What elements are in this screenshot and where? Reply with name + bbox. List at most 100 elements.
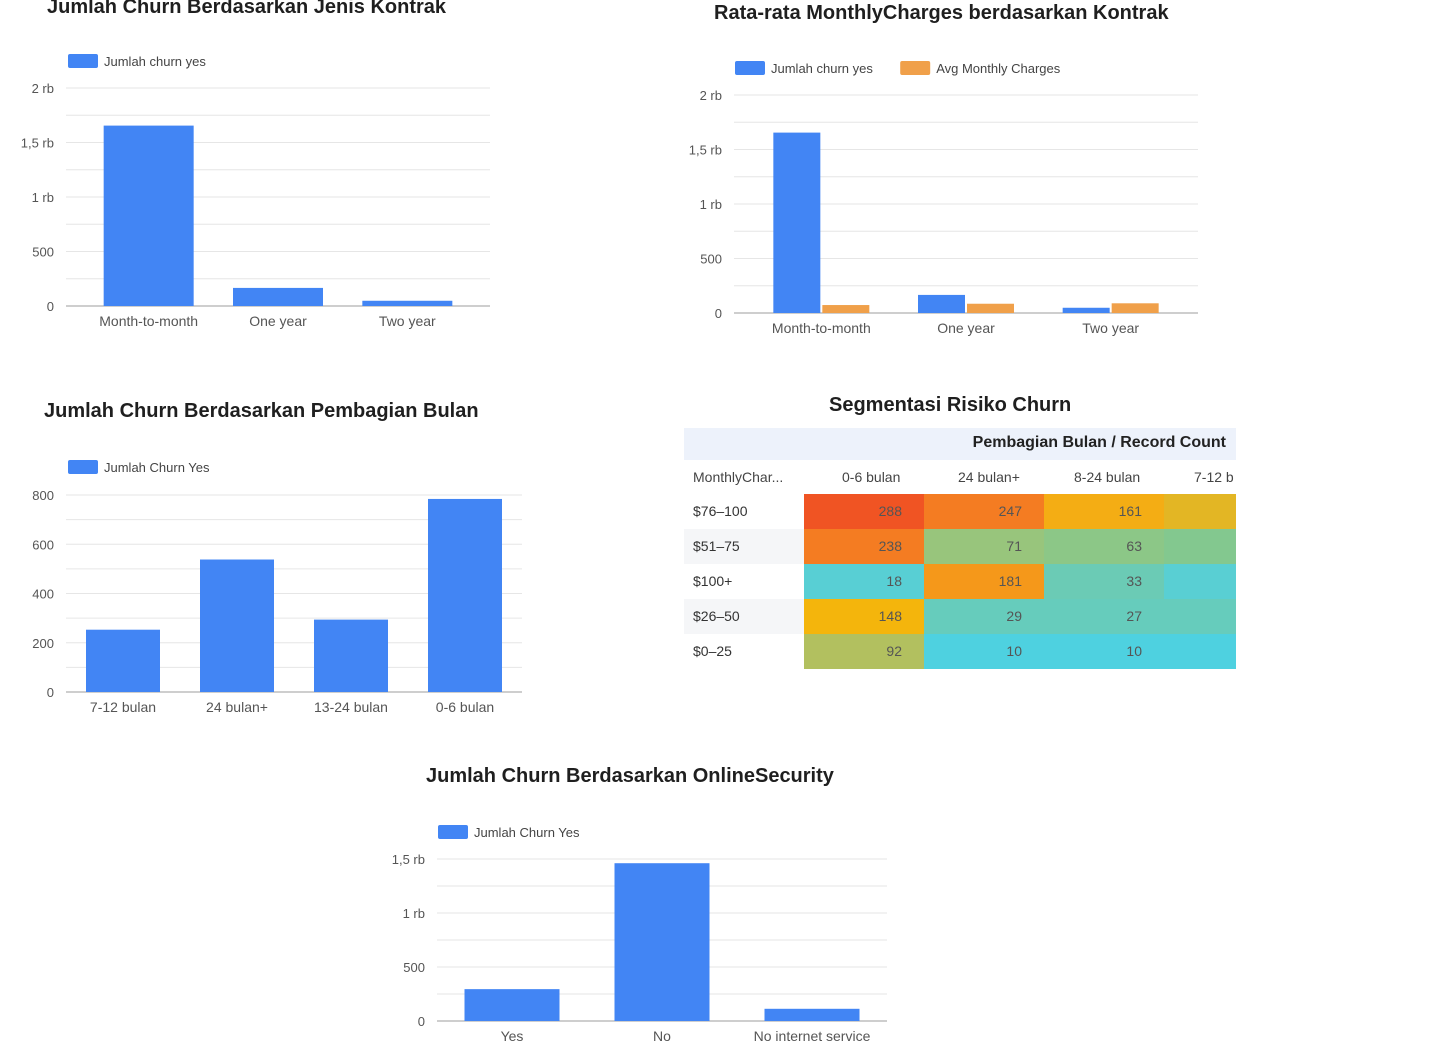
column-header[interactable]: 7-12 b (1194, 469, 1234, 485)
x-tick-label: 0-6 bulan (436, 699, 494, 715)
y-tick-label: 0 (418, 1014, 425, 1029)
pivot-row: $0–25 92 10 10 (684, 634, 1236, 669)
x-tick-label: 24 bulan+ (206, 699, 268, 715)
y-tick-label: 2 rb (32, 81, 54, 96)
chart-title: Jumlah Churn Berdasarkan Pembagian Bulan (44, 400, 479, 422)
heatmap-cell (1164, 529, 1236, 564)
heatmap-cell: 33 (1044, 564, 1164, 599)
bar (918, 294, 965, 313)
heatmap-cell-value: 288 (878, 503, 902, 519)
heatmap-cell-value: 33 (1126, 573, 1142, 589)
heatmap-cell-value: 92 (886, 643, 902, 659)
heatmap-cell: 10 (924, 634, 1044, 669)
legend-label: Jumlah Churn Yes (474, 825, 580, 840)
bar-chart-monthly-charges: 0 500 1 rb 1,5 rb 2 rb Jumlah churn yes Avg Mo… (689, 61, 1198, 336)
x-tick-label: Month-to-month (772, 320, 871, 336)
bar (614, 863, 710, 1021)
x-tick-label: One year (937, 320, 995, 336)
heatmap-cell: 181 (924, 564, 1044, 599)
y-tick-label: 0 (47, 299, 54, 314)
row-label-cell: $51–75 (684, 529, 804, 564)
legend-label: Jumlah churn yes (771, 61, 873, 76)
y-tick-label: 500 (32, 245, 54, 260)
row-label-cell: $76–100 (684, 494, 804, 529)
pivot-row: $76–100 288 247 161 (684, 494, 1236, 529)
x-tick-label: No internet service (754, 1028, 871, 1044)
x-tick-label: Two year (379, 313, 436, 329)
y-tick-label: 0 (715, 306, 722, 321)
row-label: $26–50 (693, 608, 740, 624)
y-tick-label: 800 (32, 488, 54, 503)
heatmap-cell (1164, 634, 1236, 669)
bar (773, 132, 821, 313)
pivot-row: $100+ 18 181 33 (684, 564, 1236, 599)
bar (428, 498, 502, 692)
legend-swatch (900, 61, 931, 75)
x-tick-label: No (653, 1028, 671, 1044)
y-tick-label: 500 (700, 252, 722, 267)
heatmap-cell: 161 (1044, 494, 1164, 529)
row-label-cell: $100+ (684, 564, 804, 599)
heatmap-cell-value: 10 (1126, 643, 1142, 659)
bar-chart-tenure: 0 200 400 600 800 Jumlah Churn Yes 7-12 bulan 2… (32, 460, 522, 715)
x-tick-label: Month-to-month (99, 313, 198, 329)
column-header[interactable]: 8-24 bulan (1074, 469, 1141, 485)
pivot-row: $51–75 238 71 63 (684, 529, 1236, 564)
bar (1062, 307, 1110, 313)
heatmap-cell: 18 (804, 564, 924, 599)
heatmap-cell (1164, 564, 1236, 599)
legend-swatch (438, 825, 468, 839)
chart-title: Jumlah Churn Berdasarkan OnlineSecurity (426, 765, 834, 787)
heatmap-cell-value: 238 (878, 538, 902, 554)
x-tick-label: 7-12 bulan (90, 699, 156, 715)
bar (362, 300, 453, 306)
y-tick-label: 1 rb (32, 190, 54, 205)
bar (200, 559, 274, 692)
heatmap-cell-value: 161 (1118, 503, 1142, 519)
pivot-header-label: Pembagian Bulan / Record Count (972, 434, 1226, 451)
y-tick-label: 1 rb (700, 197, 722, 212)
pivot-column-headers: MonthlyChar... 0-6 bulan 24 bulan+ 8-24 … (684, 461, 1236, 493)
heatmap-cell: 63 (1044, 529, 1164, 564)
y-tick-label: 2 rb (700, 88, 722, 103)
legend-swatch (735, 61, 765, 75)
heatmap-cell (1164, 494, 1236, 529)
y-tick-label: 200 (32, 636, 54, 651)
heatmap-cell (1164, 599, 1236, 634)
heatmap-cell-value: 71 (1006, 538, 1022, 554)
legend-label: Jumlah Churn Yes (104, 460, 210, 475)
heatmap-cell: 238 (804, 529, 924, 564)
heatmap-title: Segmentasi Risiko Churn (829, 394, 1072, 416)
bar (314, 619, 388, 692)
heatmap-cell: 92 (804, 634, 924, 669)
heatmap-cell-value: 148 (878, 608, 902, 624)
column-header[interactable]: 0-6 bulan (842, 469, 901, 485)
chart-title: Jumlah Churn Berdasarkan Jenis Kontrak (47, 0, 447, 18)
heatmap-cell: 148 (804, 599, 924, 634)
heatmap-cell: 71 (924, 529, 1044, 564)
y-tick-label: 400 (32, 587, 54, 602)
bar (764, 1008, 860, 1021)
bar (967, 303, 1014, 313)
row-label-cell: $26–50 (684, 599, 804, 634)
heatmap-cell: 247 (924, 494, 1044, 529)
column-header[interactable]: 24 bulan+ (958, 469, 1020, 485)
pivot-row: $26–50 148 29 27 (684, 599, 1236, 634)
legend-swatch (68, 54, 98, 68)
x-tick-label: One year (249, 313, 307, 329)
legend-swatch (68, 460, 98, 474)
bar (233, 287, 323, 306)
heatmap-cell-value: 18 (886, 573, 902, 589)
legend-label: Jumlah churn yes (104, 54, 206, 69)
row-dimension-header[interactable]: MonthlyChar... (693, 469, 784, 485)
y-tick-label: 0 (47, 685, 54, 700)
pivot-header: Pembagian Bulan / Record Count (684, 428, 1236, 460)
legend-label: Avg Monthly Charges (936, 61, 1061, 76)
bar (464, 989, 560, 1021)
heatmap-cell: 288 (804, 494, 924, 529)
chart-title: Rata-rata MonthlyCharges berdasarkan Kon… (714, 2, 1169, 24)
heatmap-cell-value: 29 (1006, 608, 1022, 624)
y-tick-label: 1 rb (403, 906, 425, 921)
bar (822, 305, 870, 313)
heatmap-cell-value: 10 (1006, 643, 1022, 659)
